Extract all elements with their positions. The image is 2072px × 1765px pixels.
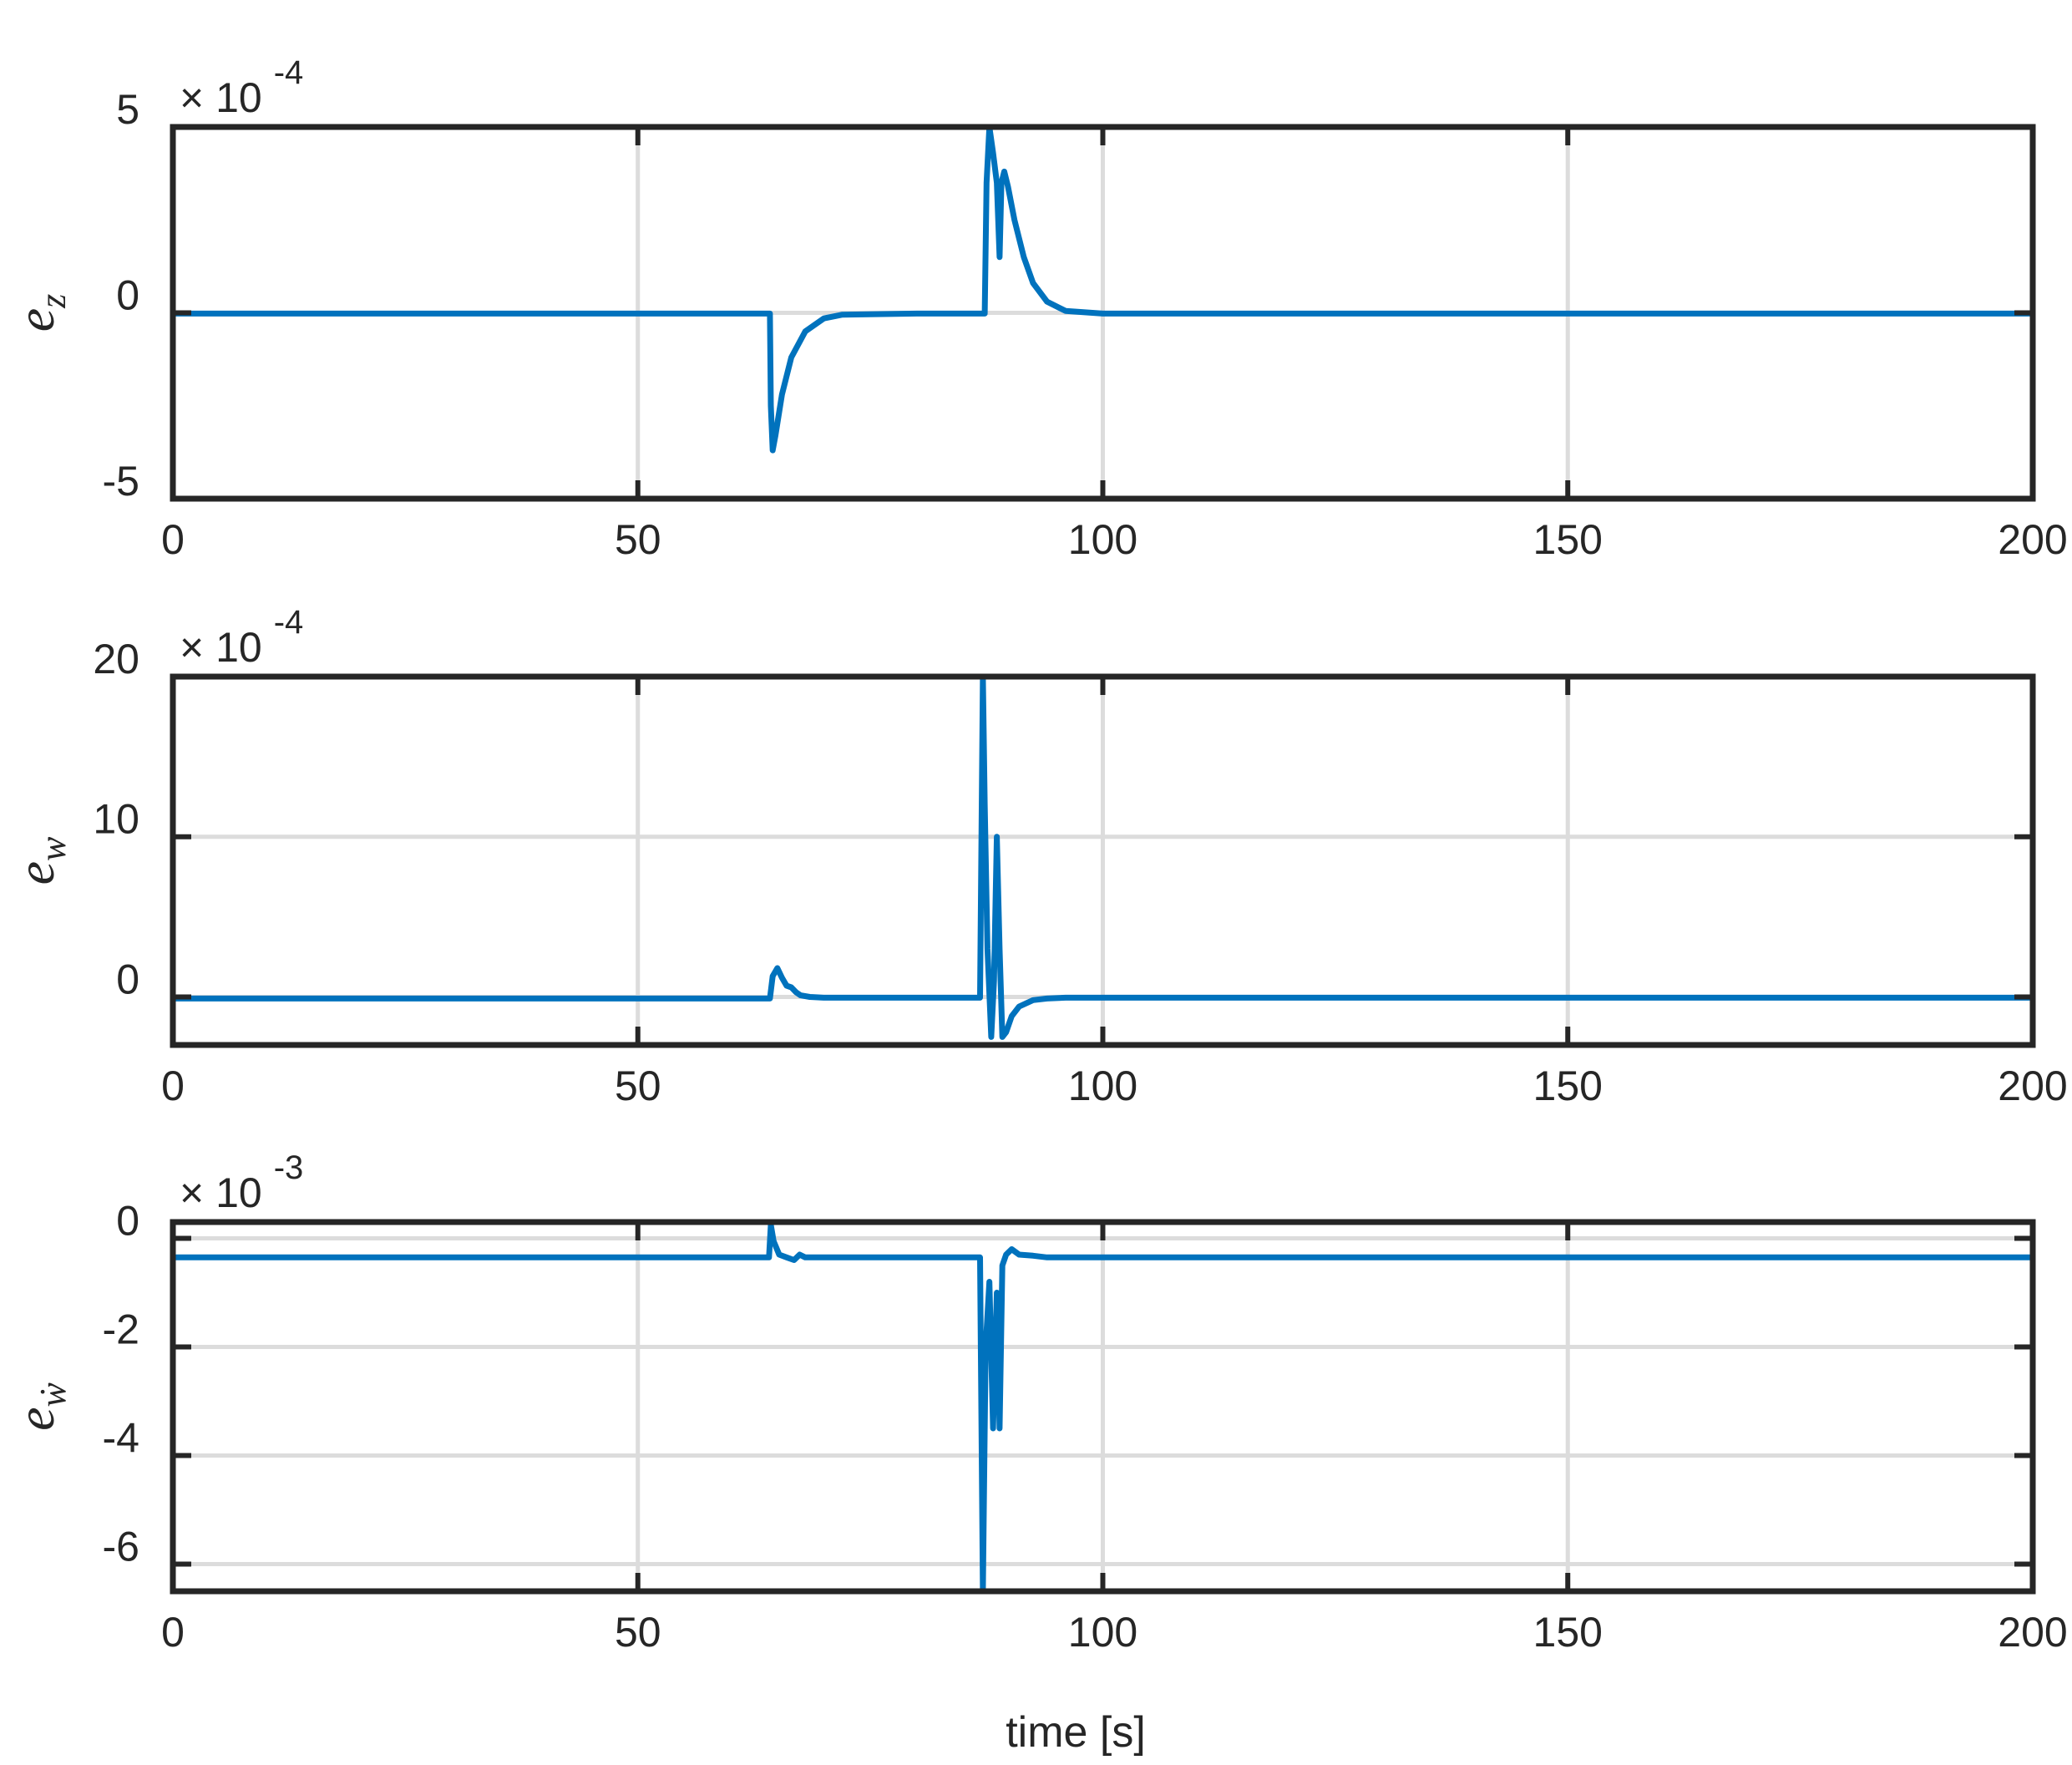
y-tick-label: -4 (103, 1415, 139, 1462)
x-axis-label: time [s] (1006, 1708, 1146, 1757)
y-axis-label-main: e (6, 861, 65, 885)
exponent-base: 10 (215, 624, 262, 671)
x-tick-label: 200 (1998, 1063, 2067, 1109)
y-tick-label: -6 (103, 1524, 139, 1570)
y-tick-label: -2 (103, 1306, 139, 1353)
x-tick-label: 150 (1533, 1609, 1603, 1656)
series-line (170, 124, 2036, 454)
x-tick-label: 150 (1533, 516, 1603, 563)
axis-exponent: × 10 -4 (180, 54, 303, 121)
y-tick-label: 10 (93, 796, 139, 843)
x-tick-label: 100 (1068, 516, 1137, 563)
exponent-base: 10 (215, 74, 262, 121)
y-axis-label: ew (6, 836, 73, 885)
subplot-2: 0 50 100 150 200 0 10 20 × 10 -4 ew (6, 604, 2068, 1109)
x-tick-label: 0 (161, 1063, 185, 1109)
x-tick-label: 100 (1068, 1063, 1137, 1109)
x-tick-label: 200 (1998, 516, 2067, 563)
y-axis-label: eẇ (6, 1382, 73, 1430)
x-tick-label: 50 (615, 1609, 661, 1656)
exponent-power: -4 (274, 54, 304, 91)
x-tick-label: 0 (161, 1609, 185, 1656)
x-tick-label: 50 (615, 516, 661, 563)
exponent-times: × (180, 74, 215, 121)
exponent-times: × (180, 1169, 215, 1216)
y-axis-label-main: e (6, 308, 65, 332)
series-line (170, 1221, 2036, 1595)
y-tick-label: 0 (116, 1198, 139, 1245)
y-tick-label: 5 (116, 86, 139, 133)
series-line (170, 673, 2036, 1040)
x-tick-label: 100 (1068, 1609, 1137, 1656)
x-tick-label: 0 (161, 516, 185, 563)
x-tick-label: 50 (615, 1063, 661, 1109)
y-axis-label: ez (6, 294, 73, 332)
exponent-base: 10 (215, 1169, 262, 1216)
y-tick-label: 0 (116, 956, 139, 1002)
exponent-times: × (180, 624, 215, 671)
axis-exponent: × 10 -3 (180, 1149, 303, 1216)
axis-exponent: × 10 -4 (180, 604, 303, 671)
y-axis-label-sub: ẇ (33, 1382, 73, 1407)
x-tick-label: 200 (1998, 1609, 2067, 1656)
subplot-1: 0 50 100 150 200 -5 0 5 × 10 -4 ez (6, 54, 2068, 563)
exponent-power: -4 (274, 604, 304, 641)
x-tick-label: 150 (1533, 1063, 1603, 1109)
y-tick-label: 0 (116, 272, 139, 319)
y-axis-label-sub: w (33, 836, 73, 861)
y-axis-label-sub: z (33, 294, 73, 309)
exponent-power: -3 (274, 1149, 304, 1186)
y-tick-label: -5 (103, 458, 139, 505)
y-axis-label-main: e (6, 1407, 65, 1430)
subplot-3: 0 50 100 150 200 -6 -4 -2 0 × 10 -3 eẇ (6, 1149, 2068, 1656)
y-tick-label: 20 (93, 636, 139, 682)
